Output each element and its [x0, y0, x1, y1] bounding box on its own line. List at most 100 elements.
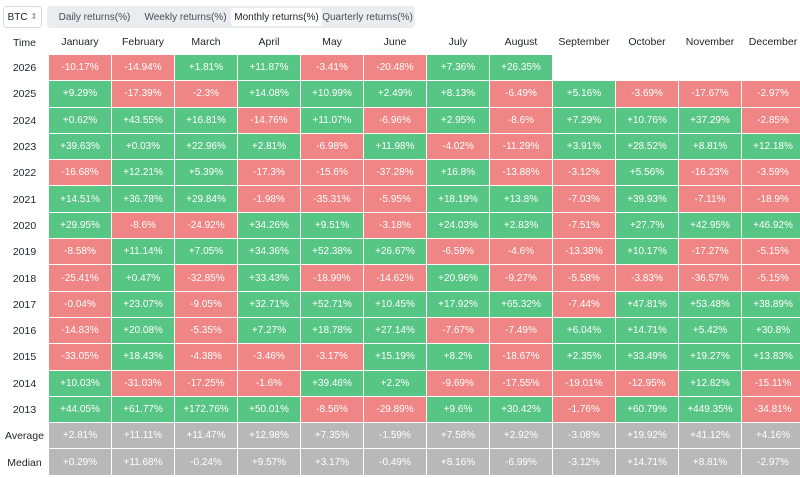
- table-row: 2015 -33.05% +18.43% -4.38% -3.46% -3.17% +15.…: [0, 344, 800, 370]
- return-cell: +12.21%: [112, 160, 174, 186]
- summary-cell: +41.12%: [679, 423, 741, 449]
- summary-cell: +11.47%: [175, 423, 237, 449]
- summary-cell: +9.57%: [238, 449, 300, 475]
- row-label-year: 2015: [12, 351, 37, 364]
- row-label-year: 2021: [12, 193, 37, 206]
- summary-cell: -0.49%: [364, 449, 426, 475]
- return-cell: [553, 55, 615, 80]
- return-cell: +33.43%: [238, 265, 300, 291]
- return-cell: +9.51%: [301, 212, 363, 239]
- return-cell: -10.17%: [49, 55, 111, 81]
- return-cell: +26.35%: [490, 55, 552, 81]
- table-row: 2017 -0.04% +23.07% -9.05% +32.71% +52.71% +10…: [0, 291, 800, 318]
- return-cell: +33.49%: [616, 344, 678, 370]
- return-cell: +8.13%: [427, 81, 489, 107]
- row-label-year: 2014: [12, 377, 37, 390]
- row-label-year: 2022: [12, 167, 37, 180]
- return-cell: +53.48%: [679, 291, 741, 317]
- return-cell: +14.51%: [49, 186, 111, 212]
- return-cell: -6.49%: [490, 81, 552, 107]
- return-cell: -25.41%: [49, 265, 111, 291]
- column-header-december: December: [748, 36, 798, 48]
- return-cell: -3.12%: [553, 160, 615, 186]
- return-cell: +5.16%: [553, 81, 615, 107]
- return-cell: +449.35%: [679, 396, 741, 423]
- summary-cell: +2.92%: [490, 423, 552, 449]
- return-cell: +1.81%: [175, 55, 237, 81]
- return-cell: -5.58%: [553, 265, 615, 291]
- return-cell: +18.78%: [301, 317, 363, 344]
- return-cell: +10.03%: [49, 370, 111, 396]
- return-cell: +11.14%: [112, 239, 174, 265]
- row-label-year: 2020: [12, 219, 37, 232]
- return-cell: -7.11%: [679, 186, 741, 212]
- summary-cell: +8.81%: [679, 449, 741, 475]
- return-cell: +2.83%: [490, 212, 552, 239]
- return-cell: -17.3%: [238, 160, 300, 186]
- row-label-year: 2023: [12, 141, 37, 154]
- column-header-august: August: [504, 36, 538, 48]
- return-cell: +15.19%: [364, 344, 426, 370]
- row-label-year: 2017: [12, 298, 37, 311]
- return-cell: -16.23%: [679, 160, 741, 186]
- asset-select-button[interactable]: BTC ⇕: [3, 6, 42, 28]
- monthly-returns-table: Time January February March April May June July…: [0, 30, 800, 476]
- return-cell: +10.17%: [616, 239, 678, 265]
- return-cell: -14.94%: [112, 55, 174, 81]
- return-cell: -32.85%: [175, 265, 237, 291]
- return-cell: +44.05%: [49, 396, 111, 423]
- return-cell: +11.07%: [301, 107, 363, 133]
- return-cell: +36.78%: [112, 186, 174, 212]
- row-label-year: 2018: [12, 272, 37, 285]
- return-cell: +9.6%: [427, 396, 489, 423]
- return-cell: +65.32%: [490, 291, 552, 317]
- return-cell: -3.46%: [238, 344, 300, 370]
- tab-monthly-returns[interactable]: Monthly returns(%): [231, 8, 322, 26]
- column-header-july: July: [448, 36, 468, 48]
- tab-quarterly-returns[interactable]: Quarterly returns(%): [322, 11, 413, 23]
- return-cell: -8.56%: [301, 396, 363, 423]
- summary-cell: +7.58%: [427, 423, 489, 449]
- return-cell: +5.42%: [679, 317, 741, 344]
- return-cell: +8.2%: [427, 344, 489, 370]
- return-cell: +28.52%: [616, 133, 678, 160]
- summary-cell: +4.16%: [742, 423, 800, 449]
- return-cell: +7.36%: [427, 55, 489, 81]
- return-cell: +6.04%: [553, 317, 615, 344]
- returns-period-tabs: Daily returns(%) Weekly returns(%) Month…: [47, 6, 415, 28]
- return-cell: +43.55%: [112, 107, 174, 133]
- return-cell: +30.8%: [742, 317, 800, 344]
- column-header-september: September: [558, 36, 610, 48]
- return-cell: +19.27%: [679, 344, 741, 370]
- column-header-time: Time: [13, 36, 36, 49]
- tab-daily-returns[interactable]: Daily returns(%): [58, 11, 131, 23]
- row-label-summary: Average: [5, 430, 44, 443]
- row-label-year: 2019: [12, 246, 37, 259]
- return-cell: -3.69%: [616, 81, 678, 107]
- return-cell: -14.83%: [49, 317, 111, 344]
- return-cell: +42.95%: [679, 212, 741, 239]
- return-cell: +52.71%: [301, 291, 363, 317]
- return-cell: +14.71%: [616, 317, 678, 344]
- return-cell: -13.88%: [490, 160, 552, 186]
- return-cell: +39.93%: [616, 186, 678, 212]
- return-cell: -9.05%: [175, 291, 237, 317]
- return-cell: +12.18%: [742, 133, 800, 160]
- return-cell: -3.83%: [616, 265, 678, 291]
- table-row: 2025 +9.29% -17.39% -2.3% +14.08% +10.99% +2.4…: [0, 81, 800, 107]
- return-cell: +47.81%: [616, 291, 678, 317]
- return-cell: +2.49%: [364, 81, 426, 107]
- summary-cell: +2.81%: [49, 423, 111, 449]
- asset-selector[interactable]: BTC ⇕: [3, 6, 42, 28]
- return-cell: -4.6%: [490, 239, 552, 265]
- return-cell: -5.95%: [364, 186, 426, 212]
- tab-weekly-returns[interactable]: Weekly returns(%): [144, 11, 227, 23]
- return-cell: +12.82%: [679, 370, 741, 396]
- return-cell: +18.43%: [112, 344, 174, 370]
- return-cell: +30.42%: [490, 396, 552, 423]
- return-cell: +34.36%: [238, 239, 300, 265]
- return-cell: -11.29%: [490, 133, 552, 160]
- return-cell: -14.62%: [364, 265, 426, 291]
- return-cell: -16.68%: [49, 160, 111, 186]
- row-label-year: 2026: [12, 62, 37, 75]
